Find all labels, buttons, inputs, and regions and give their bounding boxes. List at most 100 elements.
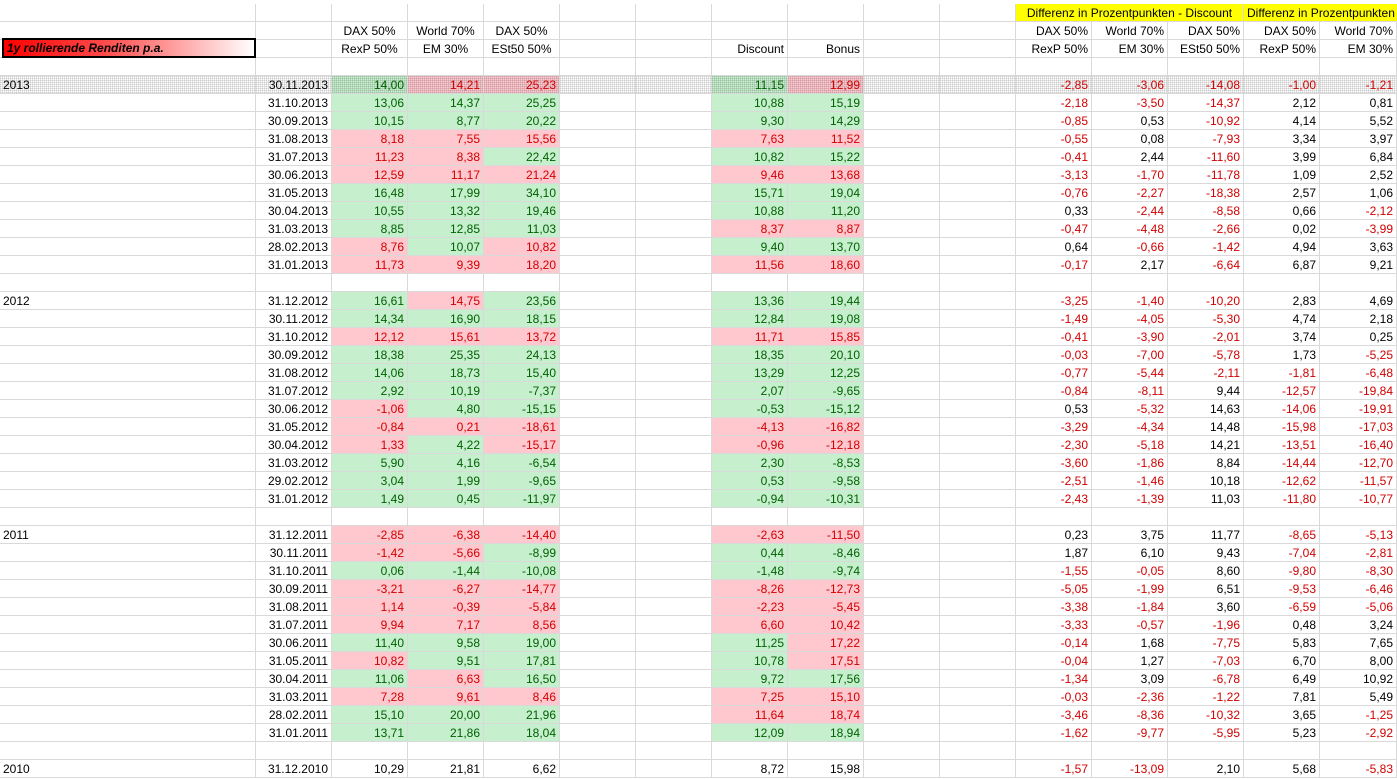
- cell-empty[interactable]: [940, 76, 1016, 94]
- portfolio-return-cell[interactable]: -14,40: [484, 526, 560, 544]
- diff-discount-cell[interactable]: -0,03: [1016, 346, 1092, 364]
- portfolio-return-cell[interactable]: 14,37: [408, 94, 484, 112]
- diff-discount-cell[interactable]: -0,41: [1016, 328, 1092, 346]
- year-cell[interactable]: [0, 184, 256, 202]
- diff-bonus-cell[interactable]: 10,92: [1320, 670, 1397, 688]
- portfolio-return-cell[interactable]: -1,42: [332, 544, 408, 562]
- cell-empty[interactable]: [940, 544, 1016, 562]
- diff-discount-cell[interactable]: -1,49: [1016, 310, 1092, 328]
- cell-empty[interactable]: [560, 742, 636, 760]
- diff-bonus-cell[interactable]: 9,21: [1320, 256, 1397, 274]
- cell-empty[interactable]: [560, 418, 636, 436]
- diff-discount-cell[interactable]: -4,48: [1092, 220, 1168, 238]
- diff-bonus-cell[interactable]: 1,09: [1244, 166, 1320, 184]
- cell-empty[interactable]: [712, 274, 788, 292]
- diff-bonus-cell[interactable]: 0,81: [1320, 94, 1397, 112]
- portfolio-return-cell[interactable]: 4,80: [408, 400, 484, 418]
- cell-empty[interactable]: [788, 4, 864, 22]
- cell-empty[interactable]: [940, 526, 1016, 544]
- diff-bonus-cell[interactable]: -10,77: [1320, 490, 1397, 508]
- cell-empty[interactable]: [408, 508, 484, 526]
- portfolio-return-cell[interactable]: 9,58: [408, 634, 484, 652]
- bonus-cell[interactable]: 19,04: [788, 184, 864, 202]
- cell-empty[interactable]: [1244, 58, 1320, 76]
- bonus-cell[interactable]: -16,82: [788, 418, 864, 436]
- bonus-cell[interactable]: 17,56: [788, 670, 864, 688]
- diff-bonus-cell[interactable]: 2,83: [1244, 292, 1320, 310]
- date-cell[interactable]: 31.01.2012: [256, 490, 332, 508]
- year-cell[interactable]: 2011: [0, 526, 256, 544]
- diff-discount-cell[interactable]: -2,30: [1016, 436, 1092, 454]
- cell-empty[interactable]: [636, 508, 712, 526]
- diff-discount-cell[interactable]: -1,86: [1092, 454, 1168, 472]
- diff-bonus-cell[interactable]: -1,25: [1320, 706, 1397, 724]
- cell-empty[interactable]: [636, 346, 712, 364]
- year-cell[interactable]: [0, 166, 256, 184]
- year-cell[interactable]: [0, 562, 256, 580]
- cell-empty[interactable]: [1244, 274, 1320, 292]
- diff-bonus-cell[interactable]: -1,21: [1320, 76, 1397, 94]
- date-cell[interactable]: 31.10.2011: [256, 562, 332, 580]
- diff-bonus-cell[interactable]: -19,84: [1320, 382, 1397, 400]
- diff-discount-cell[interactable]: -2,18: [1016, 94, 1092, 112]
- portfolio-return-cell[interactable]: 34,10: [484, 184, 560, 202]
- year-cell[interactable]: [0, 382, 256, 400]
- bonus-cell[interactable]: 14,29: [788, 112, 864, 130]
- cell-empty[interactable]: [940, 148, 1016, 166]
- diff-discount-cell[interactable]: -2,44: [1092, 202, 1168, 220]
- cell-empty[interactable]: [940, 634, 1016, 652]
- cell-empty[interactable]: [560, 760, 636, 778]
- cell-empty[interactable]: [940, 58, 1016, 76]
- year-cell[interactable]: [0, 364, 256, 382]
- diff-bonus-cell[interactable]: 0,66: [1244, 202, 1320, 220]
- header-diff-discount[interactable]: Differenz in Prozentpunkten - Discount: [1016, 4, 1244, 22]
- discount-cell[interactable]: -4,13: [712, 418, 788, 436]
- portfolio-return-cell[interactable]: 11,17: [408, 166, 484, 184]
- bonus-cell[interactable]: -12,18: [788, 436, 864, 454]
- discount-cell[interactable]: 2,30: [712, 454, 788, 472]
- date-cell[interactable]: 31.08.2013: [256, 130, 332, 148]
- portfolio-return-cell[interactable]: 5,90: [332, 454, 408, 472]
- portfolio-return-cell[interactable]: -9,65: [484, 472, 560, 490]
- cell-empty[interactable]: [940, 562, 1016, 580]
- discount-cell[interactable]: 11,64: [712, 706, 788, 724]
- cell-empty[interactable]: [940, 616, 1016, 634]
- year-cell[interactable]: [0, 436, 256, 454]
- cell-empty[interactable]: [636, 184, 712, 202]
- cell-empty[interactable]: [864, 238, 940, 256]
- bonus-cell[interactable]: -8,46: [788, 544, 864, 562]
- discount-cell[interactable]: 12,84: [712, 310, 788, 328]
- discount-cell[interactable]: 10,88: [712, 202, 788, 220]
- portfolio-return-cell[interactable]: 13,72: [484, 328, 560, 346]
- date-cell[interactable]: 30.09.2011: [256, 580, 332, 598]
- cell-empty[interactable]: [560, 130, 636, 148]
- year-cell[interactable]: [0, 454, 256, 472]
- portfolio-return-cell[interactable]: 16,90: [408, 310, 484, 328]
- diff-discount-cell[interactable]: -7,75: [1168, 634, 1244, 652]
- cell-empty[interactable]: [636, 58, 712, 76]
- cell-empty[interactable]: [1016, 58, 1092, 76]
- header-dax-1[interactable]: DAX 50%: [332, 22, 408, 40]
- bonus-cell[interactable]: 15,85: [788, 328, 864, 346]
- discount-cell[interactable]: 13,29: [712, 364, 788, 382]
- year-cell[interactable]: [0, 346, 256, 364]
- portfolio-return-cell[interactable]: -6,38: [408, 526, 484, 544]
- diff-discount-cell[interactable]: -5,32: [1092, 400, 1168, 418]
- diff-discount-cell[interactable]: 1,68: [1092, 634, 1168, 652]
- bonus-cell[interactable]: 11,20: [788, 202, 864, 220]
- bonus-cell[interactable]: 10,42: [788, 616, 864, 634]
- discount-cell[interactable]: -2,23: [712, 598, 788, 616]
- cell-empty[interactable]: [940, 400, 1016, 418]
- diff-bonus-cell[interactable]: 1,73: [1244, 346, 1320, 364]
- diff-discount-cell[interactable]: -0,66: [1092, 238, 1168, 256]
- diff-bonus-cell[interactable]: 0,48: [1244, 616, 1320, 634]
- portfolio-return-cell[interactable]: -15,15: [484, 400, 560, 418]
- bonus-cell[interactable]: -5,45: [788, 598, 864, 616]
- cell-empty[interactable]: [0, 508, 256, 526]
- cell-empty[interactable]: [560, 22, 636, 40]
- cell-empty[interactable]: [940, 580, 1016, 598]
- diff-discount-cell[interactable]: -3,33: [1016, 616, 1092, 634]
- cell-empty[interactable]: [560, 382, 636, 400]
- cell-empty[interactable]: [0, 58, 256, 76]
